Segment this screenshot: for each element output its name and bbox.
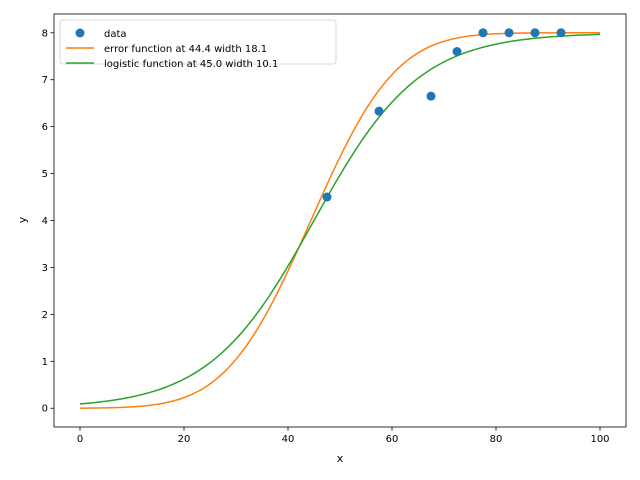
y-tick-label: 6 (42, 122, 48, 133)
y-tick-label: 7 (42, 75, 48, 86)
y-tick-label: 8 (42, 28, 48, 39)
x-tick-label: 20 (178, 434, 191, 445)
legend: data error function at 44.4 width 18.1 l… (59, 19, 337, 70)
data-point (504, 28, 514, 38)
y-tick-label: 4 (42, 216, 48, 227)
y-tick-label: 0 (42, 404, 48, 415)
y-tick-label: 3 (42, 263, 48, 274)
series-line-logistic (79, 33, 601, 405)
x-axis: 0 20 40 60 80 100 (77, 427, 610, 445)
data-point (556, 28, 566, 38)
x-axis-label: x (337, 452, 344, 465)
y-tick-label: 5 (42, 169, 48, 180)
legend-marker-data (75, 28, 85, 38)
x-tick-label: 100 (590, 434, 609, 445)
x-tick-label: 80 (490, 434, 503, 445)
data-point (426, 91, 436, 101)
scatter-layer (322, 28, 566, 202)
x-tick-label: 0 (77, 434, 83, 445)
plot-area (54, 14, 626, 427)
legend-label-erf: error function at 44.4 width 18.1 (104, 44, 267, 55)
data-point (452, 47, 462, 57)
legend-label-logistic: logistic function at 45.0 width 10.1 (104, 59, 278, 70)
data-point (374, 106, 384, 116)
legend-box (59, 19, 337, 65)
data-point (530, 28, 540, 38)
y-axis: 0 1 2 3 4 5 6 7 8 (42, 28, 54, 415)
y-tick-label: 1 (42, 357, 48, 368)
y-tick-label: 2 (42, 310, 48, 321)
data-point (322, 192, 332, 202)
x-tick-label: 60 (386, 434, 399, 445)
legend-label-data: data (104, 29, 127, 40)
y-axis-label: y (16, 216, 29, 223)
x-tick-label: 40 (282, 434, 295, 445)
data-point (478, 28, 488, 38)
